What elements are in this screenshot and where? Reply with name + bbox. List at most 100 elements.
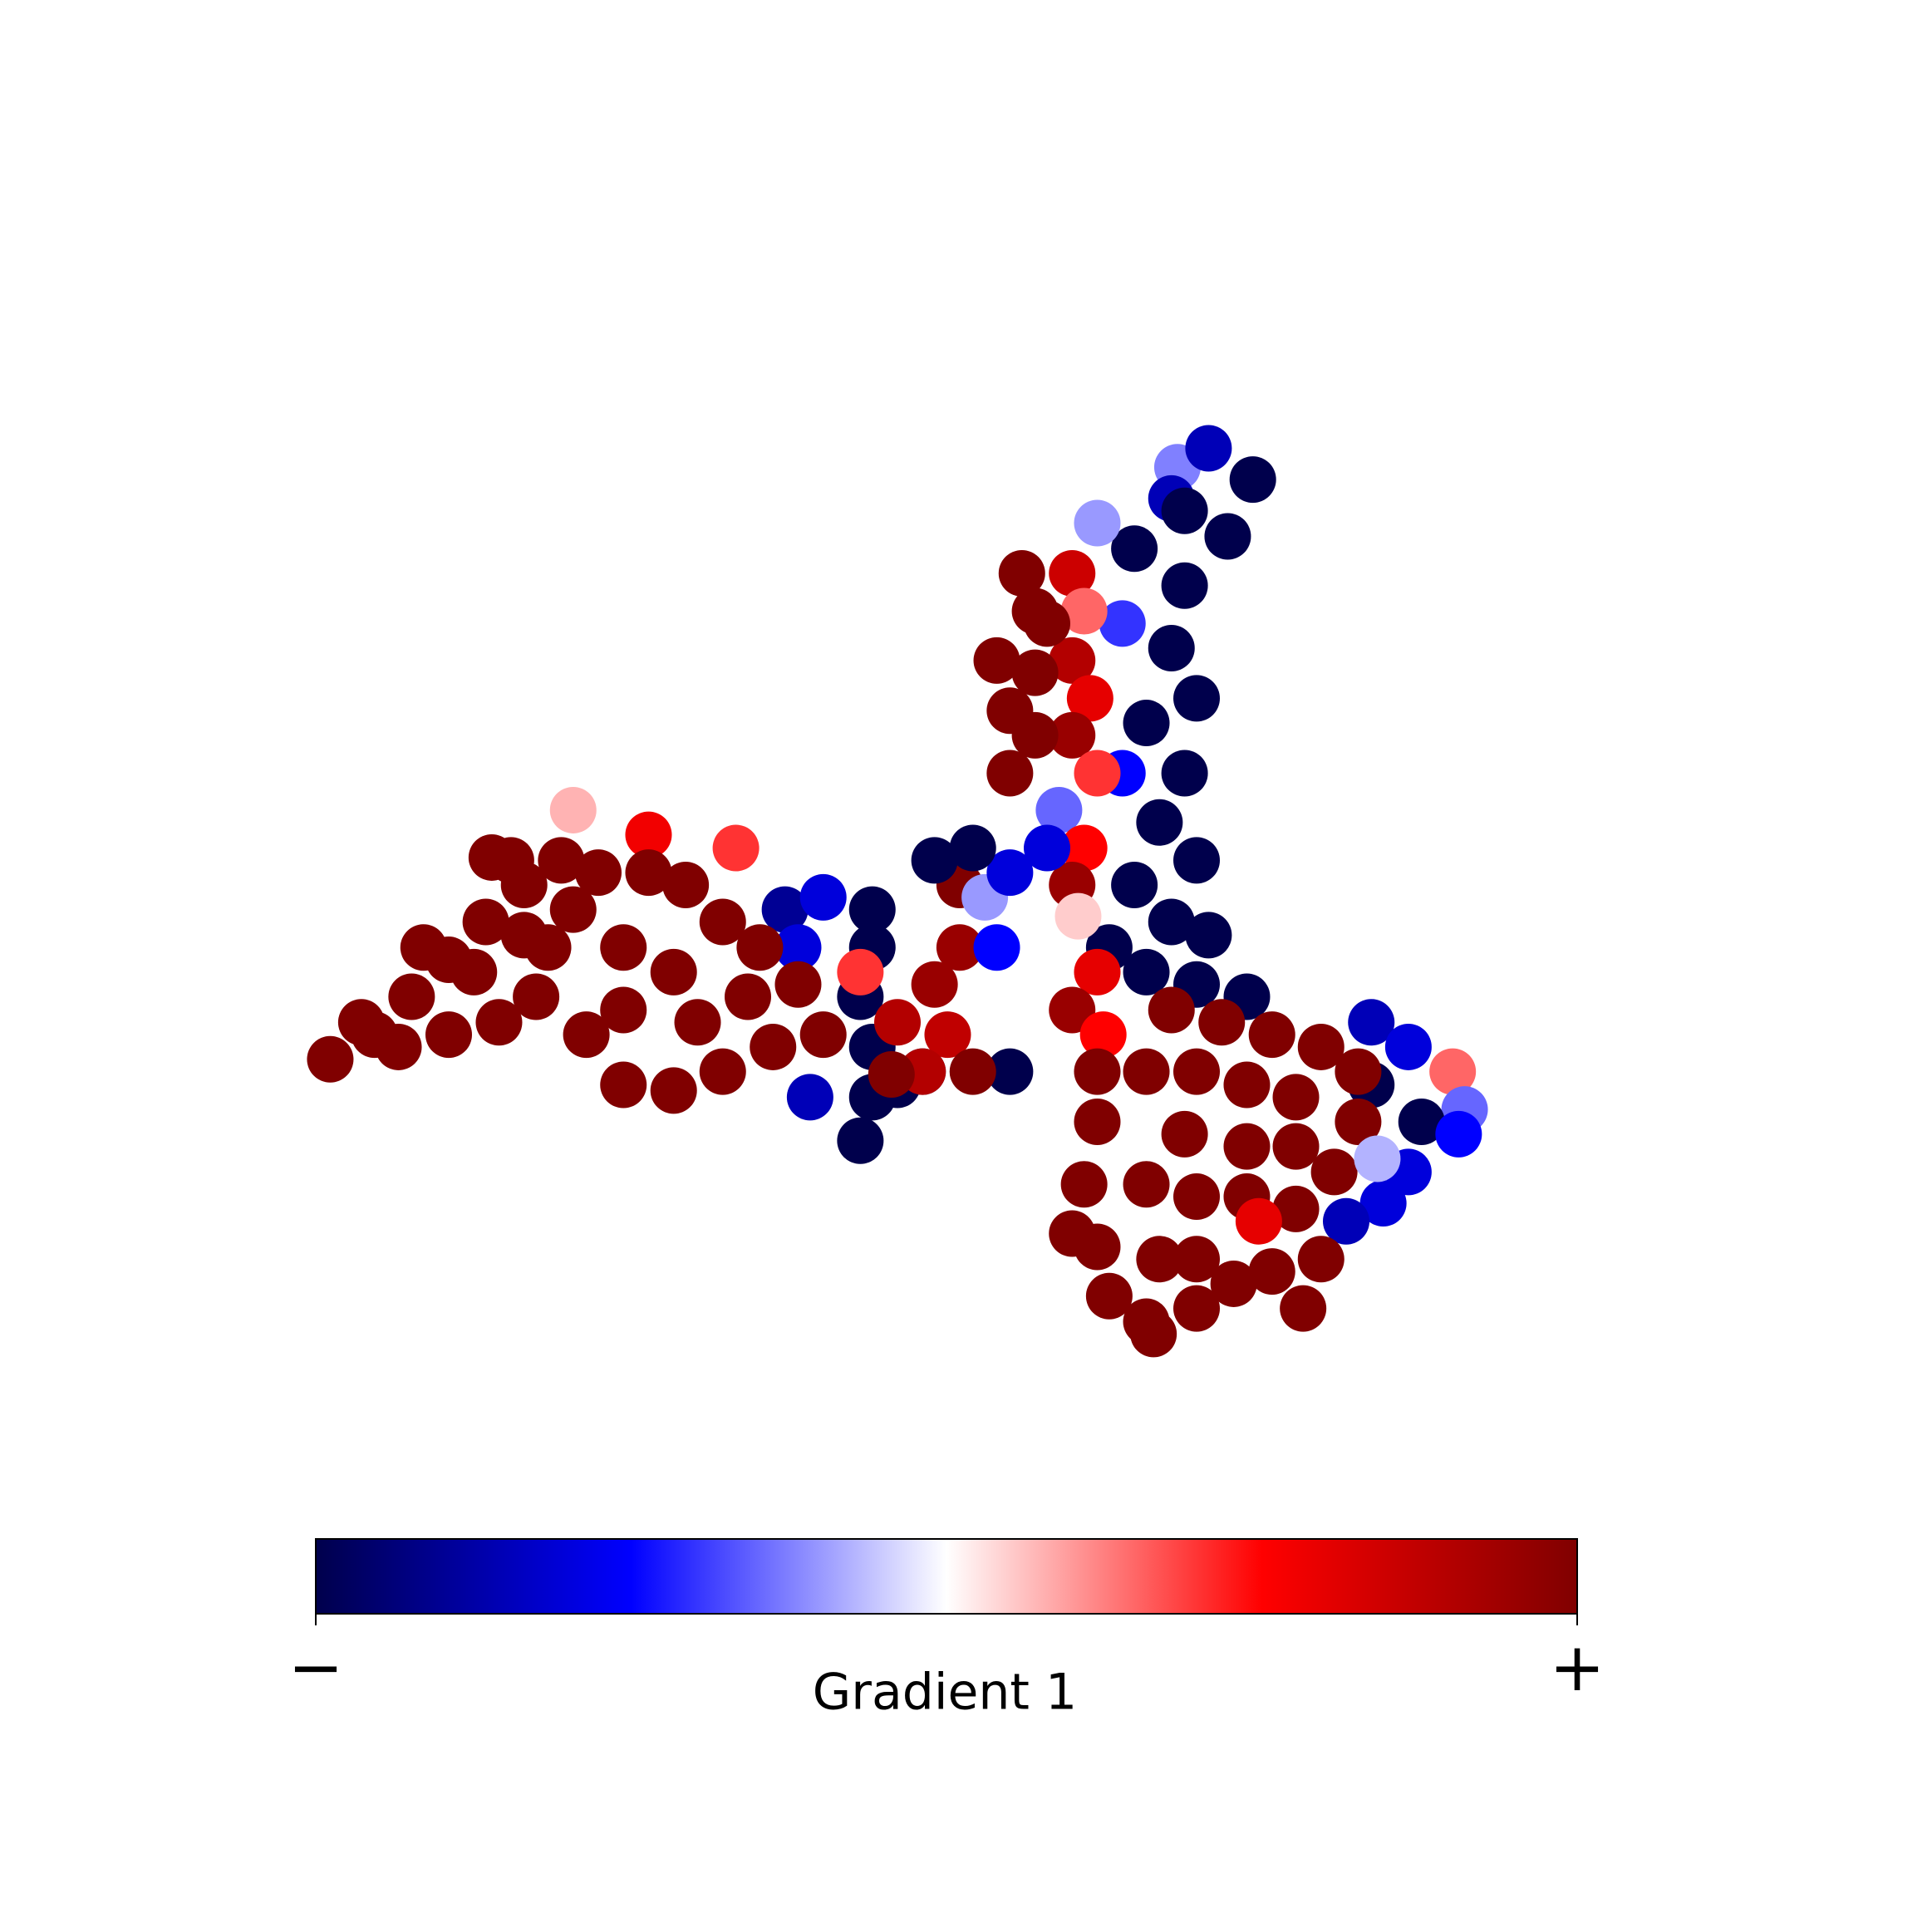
point xyxy=(911,961,958,1008)
point xyxy=(1049,986,1096,1034)
point xyxy=(786,1074,833,1121)
point xyxy=(1384,1023,1432,1070)
point xyxy=(774,924,822,971)
point xyxy=(1123,948,1170,995)
point xyxy=(1148,986,1195,1034)
point xyxy=(1297,1023,1345,1070)
point xyxy=(1035,786,1083,833)
point xyxy=(1074,499,1121,547)
point xyxy=(1185,425,1232,472)
point xyxy=(1011,711,1059,759)
point xyxy=(725,973,771,1020)
point xyxy=(1235,1197,1282,1245)
point xyxy=(1173,675,1220,722)
point xyxy=(837,948,884,995)
point xyxy=(736,924,784,971)
point xyxy=(388,973,435,1020)
point xyxy=(1123,700,1170,747)
point xyxy=(712,824,760,872)
point xyxy=(774,961,822,1008)
point xyxy=(674,999,721,1046)
point xyxy=(1210,1260,1257,1307)
point xyxy=(375,1023,422,1070)
point xyxy=(1354,1135,1401,1182)
point xyxy=(1398,1099,1445,1145)
point xyxy=(1060,1161,1108,1208)
point xyxy=(1185,912,1232,959)
colorbar-label: Gradient 1 xyxy=(813,1664,1077,1722)
point xyxy=(973,924,1020,971)
point xyxy=(1335,1048,1382,1095)
point xyxy=(1297,1236,1345,1283)
point xyxy=(1049,549,1096,597)
point xyxy=(1074,948,1121,995)
point xyxy=(549,786,597,833)
point xyxy=(1161,562,1208,609)
point xyxy=(307,1035,354,1083)
point xyxy=(1074,1048,1121,1095)
point xyxy=(337,999,385,1046)
point xyxy=(1204,513,1251,560)
point xyxy=(1011,649,1059,696)
point xyxy=(848,886,896,933)
point xyxy=(600,924,647,971)
point xyxy=(538,837,585,884)
point xyxy=(1223,1123,1271,1170)
point xyxy=(868,1051,915,1098)
point xyxy=(1173,1285,1220,1332)
point xyxy=(1323,1197,1369,1245)
point xyxy=(1173,1236,1220,1283)
point xyxy=(625,849,672,897)
point xyxy=(1111,525,1158,573)
point xyxy=(1111,862,1158,908)
point xyxy=(1310,1148,1358,1196)
point xyxy=(662,862,710,908)
point xyxy=(1173,1173,1220,1221)
point xyxy=(699,898,746,946)
point xyxy=(799,873,847,921)
point xyxy=(1429,1048,1477,1095)
point xyxy=(750,1023,797,1070)
point xyxy=(1130,1310,1177,1358)
point xyxy=(911,837,958,884)
point xyxy=(1272,1123,1320,1170)
point xyxy=(998,549,1045,597)
point xyxy=(1066,675,1113,722)
point xyxy=(1136,799,1183,846)
point xyxy=(1173,837,1220,884)
point xyxy=(462,898,509,946)
point xyxy=(1049,637,1096,684)
point xyxy=(986,750,1034,797)
point xyxy=(1148,625,1195,671)
point xyxy=(949,1048,996,1095)
point xyxy=(1123,1048,1170,1095)
point xyxy=(1198,999,1246,1046)
point xyxy=(425,1011,472,1059)
colorbar-tick-label: + xyxy=(1549,1629,1605,1706)
colorbar xyxy=(315,1538,1578,1615)
point xyxy=(625,811,672,858)
point xyxy=(973,637,1020,684)
point xyxy=(1435,1110,1482,1158)
point xyxy=(874,999,921,1046)
point xyxy=(549,886,597,933)
point xyxy=(1049,711,1096,759)
point xyxy=(1161,1110,1208,1158)
point xyxy=(1161,487,1208,534)
scatter-points xyxy=(307,425,1488,1358)
point xyxy=(1074,750,1121,797)
point xyxy=(1024,600,1070,647)
point xyxy=(1348,999,1395,1046)
point xyxy=(799,1011,847,1059)
point xyxy=(1123,1161,1170,1208)
point xyxy=(1359,1180,1407,1227)
point xyxy=(500,912,548,959)
point xyxy=(1223,1061,1271,1109)
point xyxy=(1049,1210,1096,1257)
point xyxy=(1335,1099,1382,1145)
point xyxy=(1280,1285,1327,1332)
point xyxy=(986,849,1034,897)
point xyxy=(1229,456,1276,504)
